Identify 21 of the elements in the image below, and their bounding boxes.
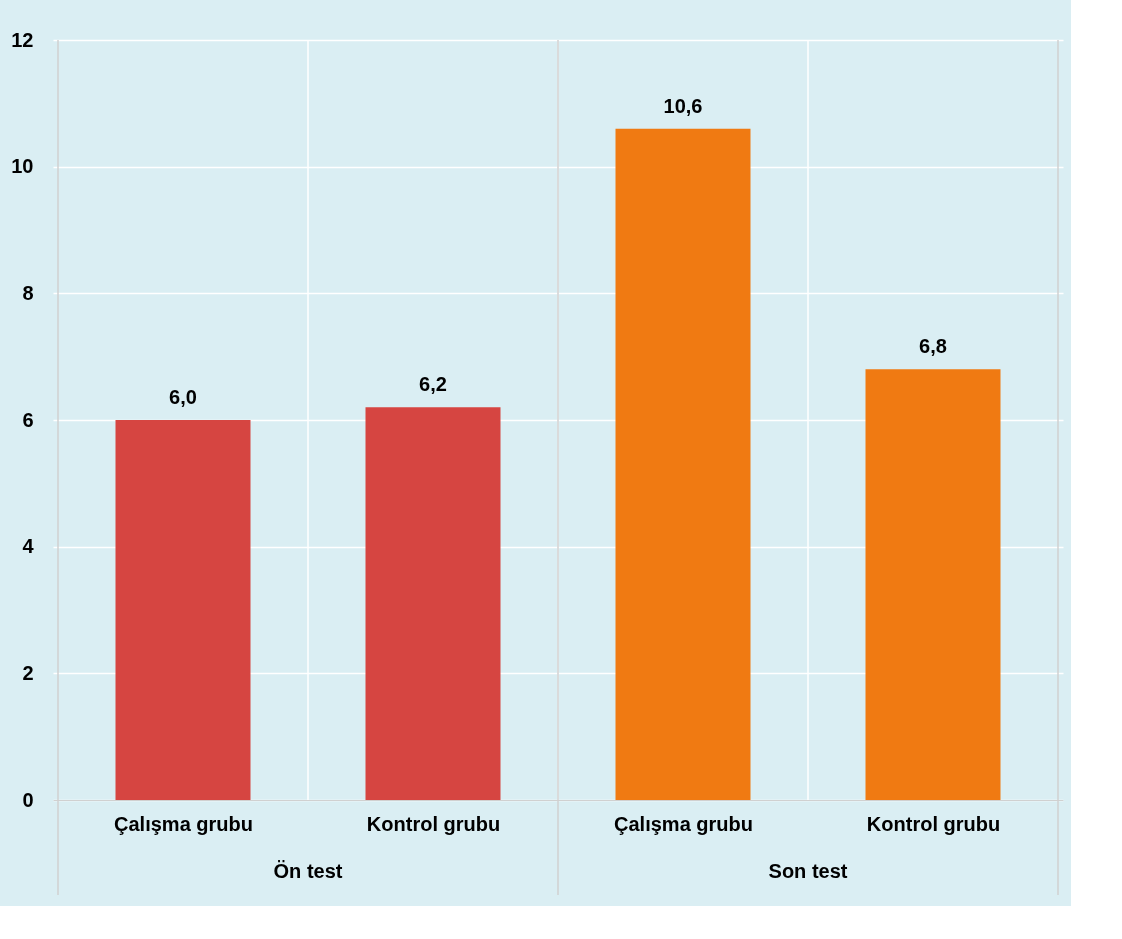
data-label: 6,2: [419, 373, 447, 396]
data-label: 6,8: [919, 335, 947, 358]
bar: [365, 407, 501, 800]
text: Son test: [768, 860, 848, 882]
y-tick-label: 0: [22, 788, 34, 811]
x-tick-label: Kontrol grubu: [366, 812, 501, 835]
text: Ön test: [273, 860, 343, 882]
data-label: 10,6: [663, 94, 703, 117]
bar: [865, 369, 1001, 800]
x-tick-label: Kontrol grubu: [866, 812, 1001, 835]
y-tick-label: 2: [22, 661, 34, 684]
y-tick-label: 6: [22, 408, 34, 431]
bar: [615, 128, 751, 800]
y-tick-label: 8: [22, 281, 34, 304]
bar: [115, 420, 251, 800]
x-tick-label: Çalışma grubu: [114, 812, 253, 835]
data-label: 6,0: [169, 386, 197, 408]
y-tick-label: 12: [11, 28, 34, 51]
y-tick-label: 10: [11, 155, 34, 178]
y-tick-label: 4: [22, 535, 35, 558]
x-tick-label: Çalışma grubu: [614, 812, 753, 835]
